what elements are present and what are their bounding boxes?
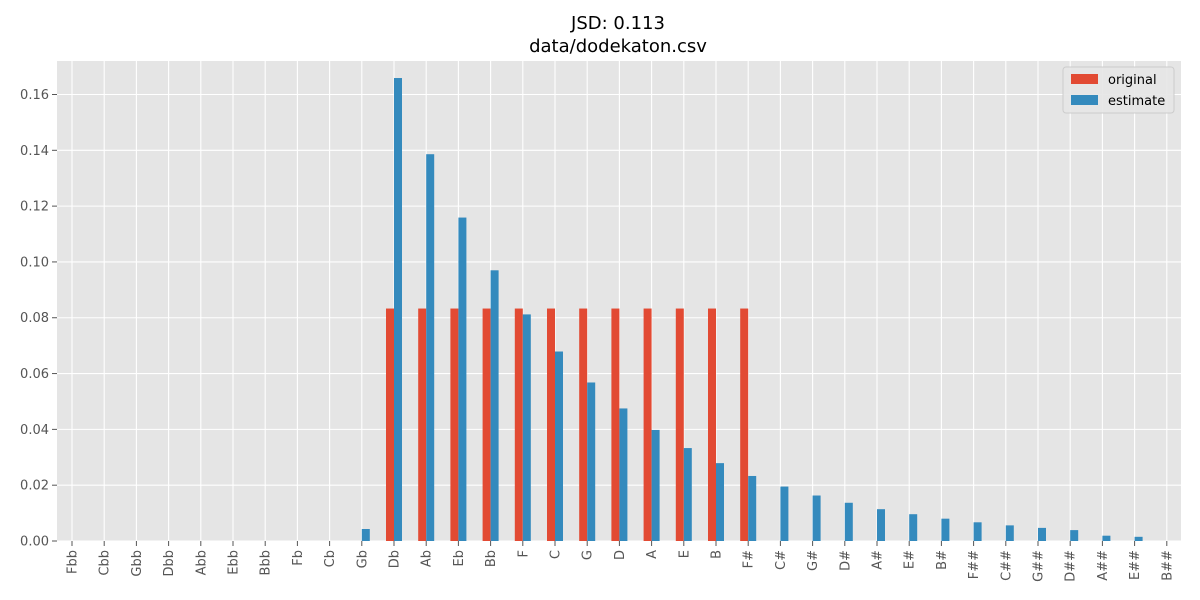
bar-estimate (426, 154, 435, 542)
x-tick-label: F# (742, 550, 757, 568)
bar-original (579, 308, 588, 541)
x-tick-label: A# (871, 550, 886, 570)
bar-estimate (683, 448, 692, 541)
bar-estimate (651, 429, 660, 541)
x-tick-label: B# (935, 550, 950, 570)
x-tick-label: Fb (291, 550, 306, 566)
bar-estimate (394, 78, 402, 541)
bar-estimate (780, 486, 789, 541)
x-tick-label: E (677, 550, 692, 558)
bar-estimate (458, 217, 467, 541)
x-tick-label: C# (774, 550, 789, 570)
bar-original (643, 308, 652, 541)
bar-original (514, 308, 523, 541)
y-tick-label: 0.10 (20, 255, 49, 270)
y-tick-label: 0.12 (20, 200, 49, 215)
bar-estimate (812, 495, 821, 541)
bar-estimate (619, 408, 628, 541)
bar-estimate (748, 475, 757, 541)
bar-estimate (844, 502, 853, 541)
x-tick-label: Cbb (98, 550, 113, 576)
legend-swatch (1071, 95, 1098, 105)
bar-estimate (877, 509, 885, 541)
bar-original (675, 308, 684, 541)
bar-original (482, 308, 491, 541)
bar-estimate (490, 270, 499, 541)
x-tick-label: B## (1160, 550, 1175, 581)
bar-estimate (941, 518, 950, 541)
legend-swatch (1071, 74, 1098, 84)
y-tick-label: 0.16 (20, 88, 49, 103)
x-tick-label: D (613, 550, 628, 560)
bar-original (386, 308, 394, 541)
x-tick-label: Ebb (227, 550, 242, 575)
x-tick-label: Dbb (162, 550, 177, 577)
x-axis: Fbb Cbb Gbb Dbb Abb Ebb Bbb Fb Cb Gb Db Ab Eb Bb F C G D A… (66, 541, 1175, 582)
bar-estimate (973, 522, 982, 541)
x-tick-label: E# (903, 550, 918, 569)
x-tick-label: Gb (355, 550, 370, 568)
bar-estimate (1102, 535, 1111, 541)
x-tick-label: Ab (420, 550, 435, 567)
y-axis: 0.00 0.02 0.04 0.06 0.08 0.10 0.12 0.14 0.16 (20, 88, 57, 550)
x-tick-label: Eb (452, 550, 467, 566)
bar-original (450, 308, 459, 541)
x-tick-label: B (710, 550, 725, 559)
bar-estimate (1134, 536, 1143, 541)
x-tick-label: E## (1128, 550, 1143, 580)
x-tick-label: Fbb (66, 550, 81, 574)
x-tick-label: C## (999, 550, 1014, 581)
bar-estimate (909, 514, 918, 541)
bar-estimate (587, 382, 596, 541)
bar-original (708, 308, 716, 541)
x-tick-label: G (581, 550, 596, 560)
x-tick-label: Gbb (130, 550, 145, 577)
x-tick-label: F## (967, 550, 982, 579)
x-tick-label: G# (806, 550, 821, 571)
bar-estimate (555, 351, 563, 541)
x-tick-label: F (516, 550, 531, 557)
y-tick-label: 0.02 (20, 479, 49, 494)
bar-estimate (361, 529, 370, 541)
x-tick-label: Abb (194, 550, 209, 575)
bar-estimate (1005, 525, 1014, 541)
x-tick-label: A (645, 550, 660, 559)
x-tick-label: Cb (323, 550, 338, 567)
bar-original (611, 308, 620, 541)
y-tick-label: 0.14 (20, 144, 49, 159)
x-tick-label: D# (838, 550, 853, 571)
bar-original (418, 308, 427, 541)
x-tick-label: A## (1096, 550, 1111, 581)
bar-estimate (522, 314, 531, 541)
legend-label: original (1108, 73, 1157, 88)
bar-original (740, 308, 749, 541)
bar-estimate (1038, 527, 1046, 541)
x-tick-label: Bb (484, 550, 499, 567)
chart-subtitle: data/dodekaton.csv (529, 36, 707, 57)
y-tick-label: 0.04 (20, 423, 49, 438)
bar-estimate (1070, 530, 1079, 541)
y-tick-label: 0.08 (20, 311, 49, 326)
bar-original (547, 308, 555, 541)
x-tick-label: C (549, 550, 564, 559)
chart-title: JSD: 0.113 (570, 13, 665, 34)
bar-estimate (716, 463, 724, 541)
x-tick-label: G## (1032, 550, 1047, 582)
x-tick-label: Db (388, 550, 403, 568)
x-tick-label: D## (1064, 550, 1079, 582)
legend-label: estimate (1108, 94, 1165, 109)
y-tick-label: 0.00 (20, 535, 49, 550)
bars (361, 78, 1143, 542)
legend: original estimate (1062, 66, 1175, 114)
x-tick-label: Bbb (259, 550, 274, 575)
y-tick-label: 0.06 (20, 367, 49, 382)
